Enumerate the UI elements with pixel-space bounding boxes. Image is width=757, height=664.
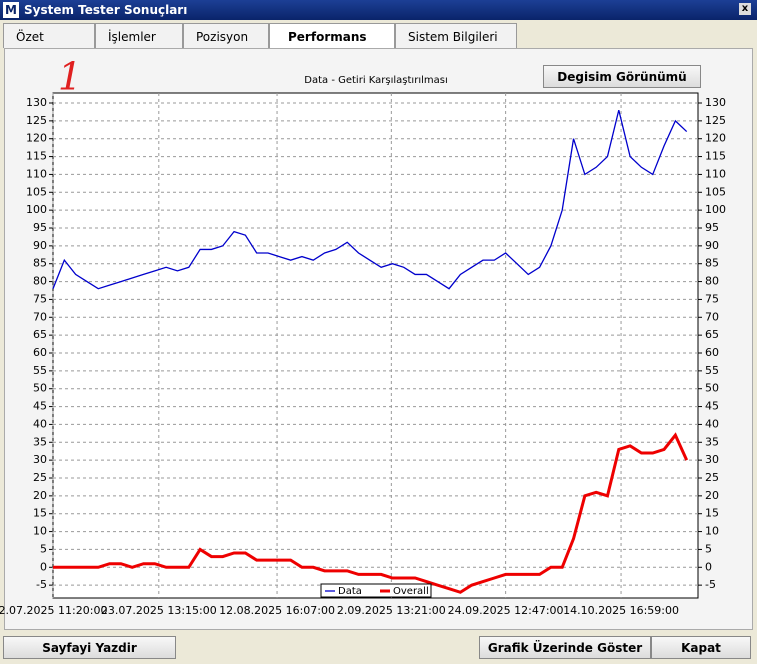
close-button[interactable]: x bbox=[739, 3, 751, 15]
y-tick-label: 95 bbox=[33, 221, 47, 234]
y-tick-label: 50 bbox=[33, 382, 47, 395]
legend-box bbox=[320, 583, 432, 598]
y-tick-label: 65 bbox=[33, 328, 47, 341]
y2-tick-label: 55 bbox=[705, 364, 719, 377]
y2-tick-label: 130 bbox=[705, 96, 726, 109]
chart-title: Data - Getiri Karşılaştırılması bbox=[304, 75, 447, 86]
y2-tick-label: 120 bbox=[705, 132, 726, 145]
tab[interactable]: Özet bbox=[3, 23, 95, 48]
y-tick-label: -5 bbox=[36, 578, 47, 591]
x-tick-label: 23.07.2025 13:15:00 bbox=[101, 604, 217, 617]
y2-tick-label: 115 bbox=[705, 150, 726, 163]
plot-area bbox=[52, 92, 699, 599]
y-tick-label: 100 bbox=[26, 203, 47, 216]
x-tick-label: 14.10.2025 16:59:00 bbox=[563, 604, 679, 617]
y2-tick-label: 105 bbox=[705, 185, 726, 198]
y-tick-label: 5 bbox=[40, 542, 47, 555]
y2-tick-label: 50 bbox=[705, 382, 719, 395]
close-dialog-button[interactable]: Kapat bbox=[651, 636, 751, 659]
y-tick-label: 120 bbox=[26, 132, 47, 145]
y-tick-label: 45 bbox=[33, 400, 47, 413]
x-tick-label: 12.08.2025 16:07:00 bbox=[219, 604, 335, 617]
data-line bbox=[53, 432, 689, 594]
y2-tick-label: 20 bbox=[705, 489, 719, 502]
tab[interactable]: Pozisyon bbox=[183, 23, 269, 48]
y-tick-label: 20 bbox=[33, 489, 47, 502]
y-tick-label: 115 bbox=[26, 150, 47, 163]
legend-label: Overall bbox=[393, 586, 429, 597]
y-tick-label: 125 bbox=[26, 114, 47, 127]
y2-tick-label: 100 bbox=[705, 203, 726, 216]
y-tick-label: 75 bbox=[33, 292, 47, 305]
y2-tick-label: 0 bbox=[705, 560, 712, 573]
y-tick-label: 90 bbox=[33, 239, 47, 252]
y2-tick-label: 85 bbox=[705, 257, 719, 270]
print-button[interactable]: Sayfayi Yazdir bbox=[3, 636, 176, 659]
y2-tick-label: 15 bbox=[705, 507, 719, 520]
y2-tick-label: 5 bbox=[705, 542, 712, 555]
y-tick-label: 40 bbox=[33, 417, 47, 430]
y2-tick-label: 60 bbox=[705, 346, 719, 359]
y-tick-label: 80 bbox=[33, 275, 47, 288]
tab[interactable]: Performans bbox=[269, 23, 395, 48]
y2-tick-label: 75 bbox=[705, 292, 719, 305]
y-tick-label: 130 bbox=[26, 96, 47, 109]
y2-tick-label: 80 bbox=[705, 275, 719, 288]
y-tick-label: 0 bbox=[40, 560, 47, 573]
y-tick-label: 55 bbox=[33, 364, 47, 377]
y-tick-label: 70 bbox=[33, 310, 47, 323]
y2-tick-label: 40 bbox=[705, 417, 719, 430]
app-icon: M bbox=[3, 2, 19, 18]
x-tick-label: 24.09.2025 12:47:00 bbox=[448, 604, 564, 617]
legend-label: Data bbox=[338, 586, 362, 597]
y2-tick-label: 70 bbox=[705, 310, 719, 323]
y-tick-label: 110 bbox=[26, 167, 47, 180]
y-tick-label: 105 bbox=[26, 185, 47, 198]
y2-tick-label: 30 bbox=[705, 453, 719, 466]
y2-tick-label: 45 bbox=[705, 400, 719, 413]
y2-tick-label: 65 bbox=[705, 328, 719, 341]
toggle-view-button[interactable]: Degisim Görünümü bbox=[543, 65, 701, 88]
data-line bbox=[52, 109, 688, 290]
tab[interactable]: İşlemler bbox=[95, 23, 183, 48]
x-tick-label: 2.07.2025 11:20:00 bbox=[0, 604, 107, 617]
y-tick-label: 10 bbox=[33, 525, 47, 538]
annotation: 1 bbox=[58, 55, 82, 99]
show-on-chart-button[interactable]: Grafik Üzerinde Göster bbox=[479, 636, 651, 659]
y2-tick-label: 10 bbox=[705, 525, 719, 538]
title-bar: M System Tester Sonuçları x bbox=[0, 0, 757, 20]
y2-tick-label: 35 bbox=[705, 435, 719, 448]
y-tick-label: 25 bbox=[33, 471, 47, 484]
tab[interactable]: Sistem Bilgileri bbox=[395, 23, 517, 48]
window-title: System Tester Sonuçları bbox=[24, 3, 188, 17]
y-tick-label: 60 bbox=[33, 346, 47, 359]
y2-tick-label: 110 bbox=[705, 167, 726, 180]
y2-tick-label: -5 bbox=[705, 578, 716, 591]
y2-tick-label: 25 bbox=[705, 471, 719, 484]
y2-tick-label: 95 bbox=[705, 221, 719, 234]
y-tick-label: 85 bbox=[33, 257, 47, 270]
y2-tick-label: 125 bbox=[705, 114, 726, 127]
y-tick-label: 15 bbox=[33, 507, 47, 520]
y-tick-label: 35 bbox=[33, 435, 47, 448]
y2-tick-label: 90 bbox=[705, 239, 719, 252]
x-tick-label: 2.09.2025 13:21:00 bbox=[337, 604, 446, 617]
y-tick-label: 30 bbox=[33, 453, 47, 466]
